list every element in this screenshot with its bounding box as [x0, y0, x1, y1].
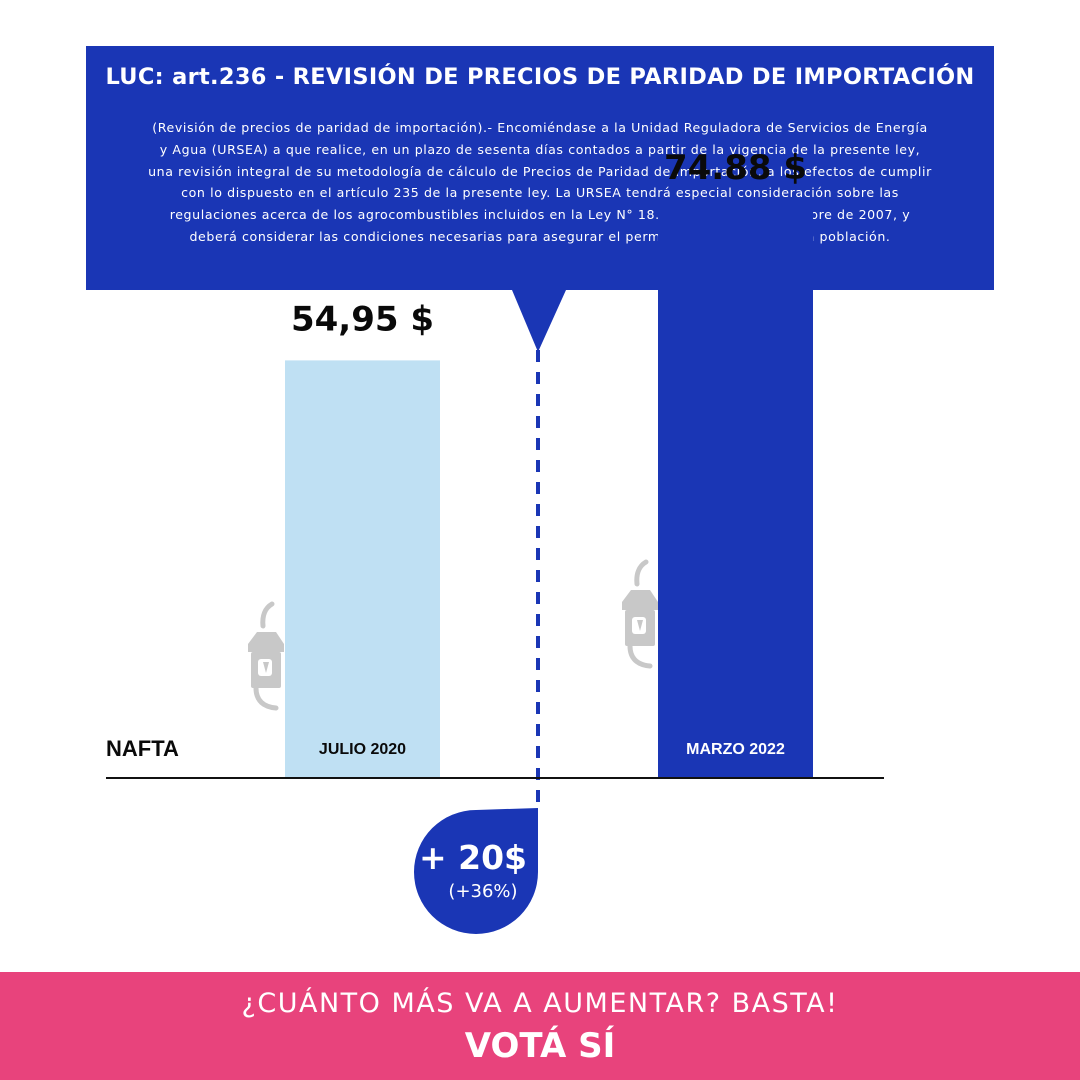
fuel-pump-icon	[622, 559, 658, 669]
article-callout	[86, 46, 994, 290]
footer-question: ¿CUÁNTO MÁS VA A AUMENTAR? BASTA!	[241, 988, 839, 1019]
callout-title: LUC: art.236 - REVISIÓN DE PRECIOS DE PA…	[105, 64, 975, 90]
price-increase-amount: + 20$	[418, 838, 528, 877]
bar-category-label: MARZO 2022	[686, 741, 785, 758]
article-text: (Revisión de precios de paridad de impor…	[148, 120, 932, 244]
footer-call-to-action: VOTÁ SÍ	[464, 1026, 616, 1066]
bar-value-label: 54,95 $	[291, 299, 434, 339]
price-increase-percent: (+36%)	[448, 881, 518, 902]
category-label: NAFTA	[106, 736, 179, 761]
bar-0	[285, 360, 440, 778]
fuel-pump-icon	[248, 601, 284, 711]
bar-category-label: JULIO 2020	[319, 741, 406, 758]
price-increase-badge	[414, 808, 538, 934]
bar-value-label: 74.88 $	[664, 148, 807, 188]
footer-banner	[0, 972, 1080, 1080]
bar-1	[658, 208, 813, 779]
